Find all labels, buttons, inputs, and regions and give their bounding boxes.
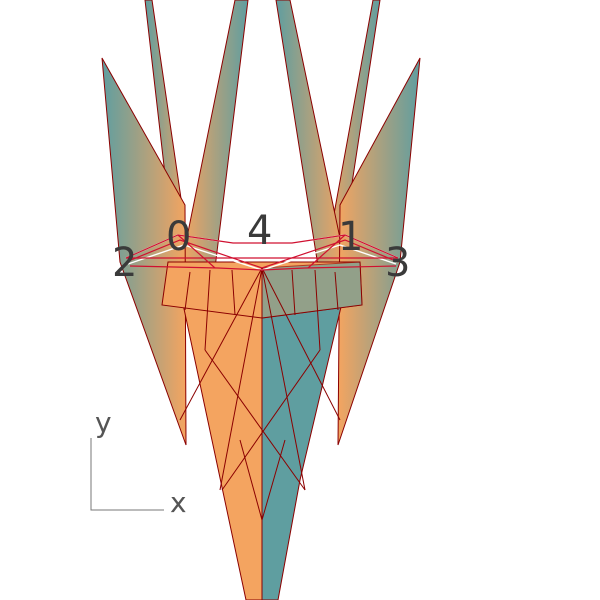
spike-inner-left — [181, 0, 249, 269]
node-label-1: 1 — [338, 214, 363, 260]
node-label-2: 2 — [112, 240, 137, 286]
spike-inner-right — [275, 0, 346, 267]
node-label-3: 3 — [385, 240, 410, 286]
x-axis-label: x — [170, 486, 187, 519]
wing-left — [101, 57, 187, 446]
mesh-edges — [179, 267, 341, 600]
body-left — [179, 267, 263, 600]
body-right — [261, 267, 346, 600]
wing-right — [337, 57, 421, 446]
axis-triad: y x — [90, 406, 187, 519]
node-label-4: 4 — [247, 208, 272, 254]
node-ring — [125, 234, 399, 271]
y-axis-label: y — [95, 406, 112, 439]
node-label-0: 0 — [166, 214, 191, 260]
